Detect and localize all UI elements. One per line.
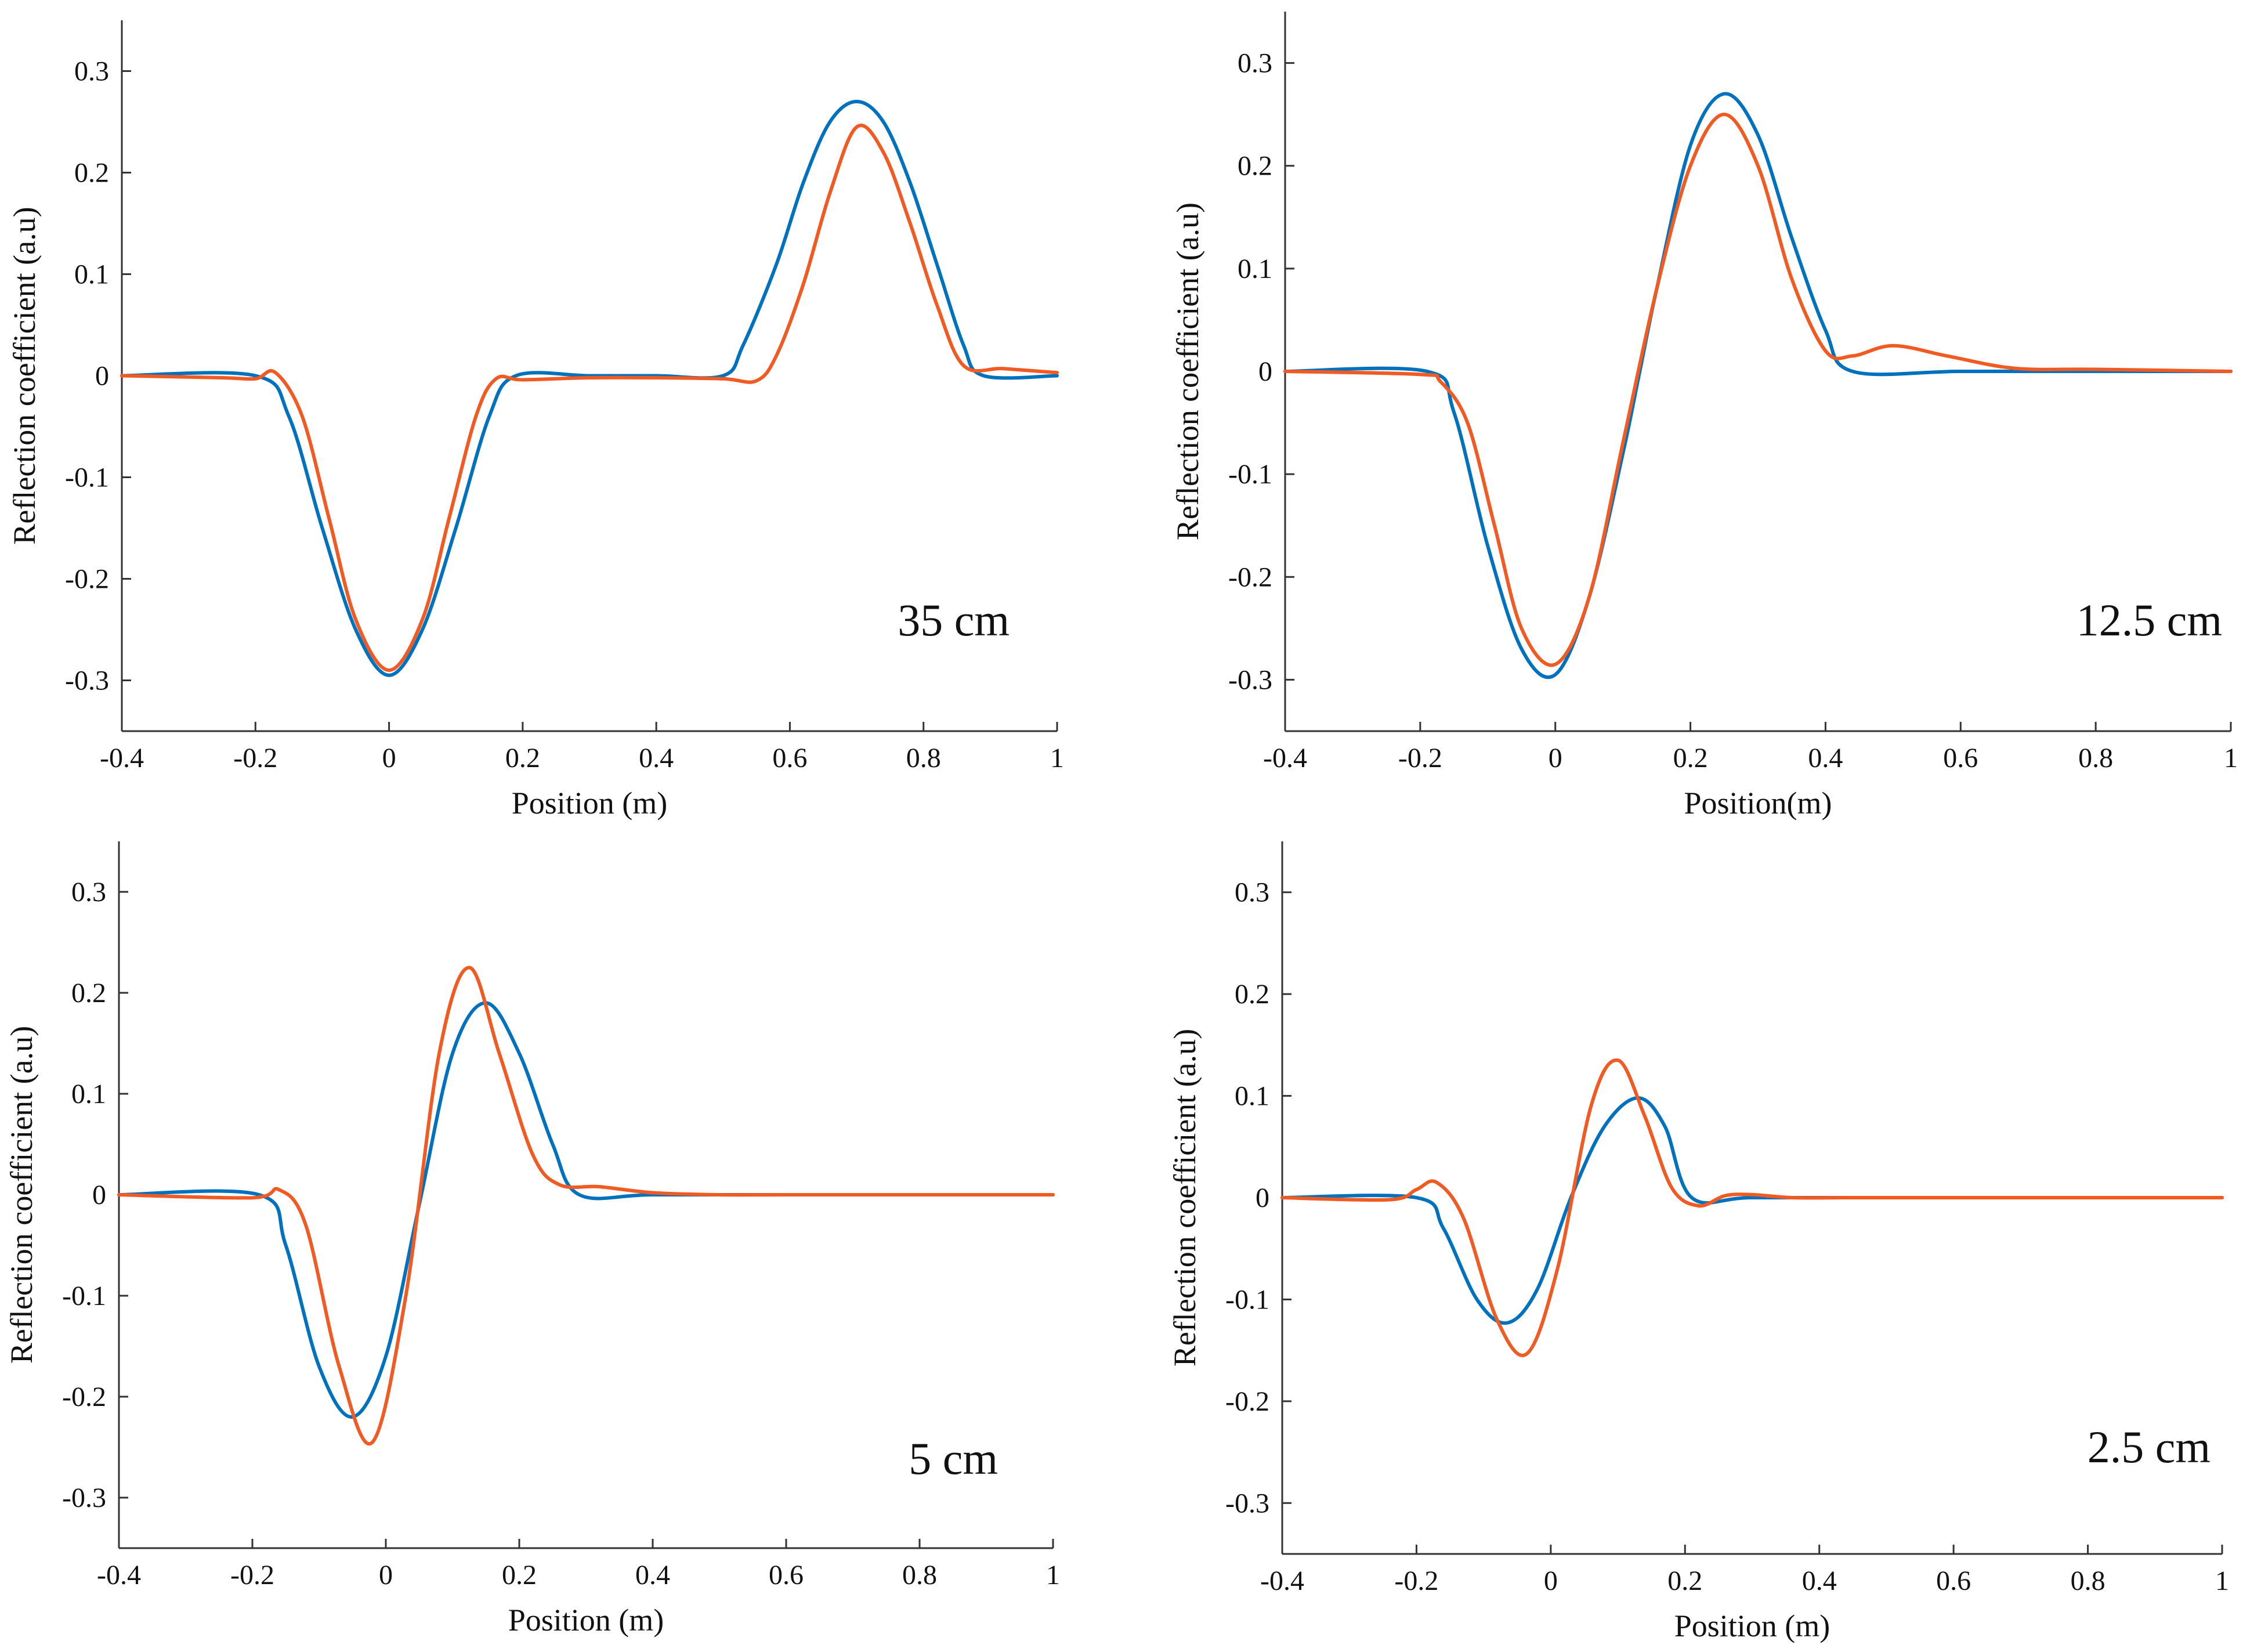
chart-panel-1: -0.4 -0.2 0 0.2 0.4 0.6 0.8 1 -0.3 -0.2 -0.1 0 0.1 0.… [7, 20, 1064, 820]
y-tick-label: 0 [1256, 1183, 1269, 1213]
y-tick-label: 0.3 [71, 877, 106, 908]
x-tick-label: -0.2 [1398, 743, 1442, 773]
y-tick-label: -0.1 [1225, 1284, 1269, 1315]
series-orange-line [1283, 113, 2233, 667]
y-tick-label: -0.3 [1225, 1488, 1269, 1519]
series-orange-line [120, 124, 1059, 672]
y-tick-label: -0.2 [62, 1382, 106, 1412]
series-blue-line [120, 100, 1059, 677]
series-blue-line [1280, 1096, 2224, 1325]
y-tick-label: 0 [92, 1180, 106, 1210]
y-tick-label: 0.3 [1238, 48, 1272, 79]
y-tick-label: 0.2 [71, 978, 106, 1008]
x-tick-label: -0.2 [233, 743, 277, 773]
x-tick-label: 0.8 [902, 1560, 937, 1590]
y-axis-label: Reflection coefficient (a.u) [4, 1026, 39, 1364]
y-tick-label: -0.2 [1225, 1386, 1269, 1417]
x-tick-label: -0.4 [1263, 743, 1307, 773]
x-tick-label: 0.6 [772, 743, 807, 773]
y-tick-label: -0.3 [65, 666, 109, 696]
x-tick-label: 0.4 [1808, 743, 1843, 773]
x-tick-label: 0 [1544, 1566, 1558, 1596]
x-axis-label: Position(m) [1684, 786, 1832, 820]
x-tick-label: 0.2 [505, 743, 540, 773]
y-tick-label: 0.3 [74, 56, 109, 87]
x-tick-label: 0 [379, 1560, 393, 1590]
x-tick-label: -0.2 [230, 1560, 274, 1590]
y-tick-label: 0.2 [1238, 151, 1272, 182]
y-tick-label: 0.2 [74, 158, 109, 189]
x-tick-label: -0.4 [97, 1560, 141, 1590]
x-tick-label: 0.6 [1943, 743, 1978, 773]
y-tick-label: -0.1 [65, 462, 109, 493]
x-tick-label: 1 [2215, 1566, 2229, 1596]
y-tick-label: 0.1 [71, 1079, 106, 1109]
y-tick-label: 0.2 [1235, 979, 1269, 1010]
y-tick-label: 0.1 [74, 259, 109, 290]
x-tick-label: -0.4 [1260, 1566, 1304, 1596]
y-tick-label: -0.3 [62, 1483, 106, 1513]
y-tick-label: -0.2 [1228, 562, 1272, 592]
x-tick-label: 0.6 [769, 1560, 804, 1590]
y-tick-label: -0.2 [65, 564, 109, 595]
x-tick-label: 0.8 [2078, 743, 2113, 773]
y-tick-label: -0.1 [62, 1281, 106, 1311]
series-blue-line [1283, 92, 2233, 679]
y-axis-label: Reflection coefficient (a.u) [7, 207, 42, 544]
y-tick-label: 0 [1258, 356, 1272, 387]
panel-annotation: 2.5 cm [2088, 1422, 2211, 1472]
series-orange-line [117, 966, 1055, 1446]
x-tick-label: 1 [1050, 743, 1064, 773]
x-tick-label: 0.4 [1802, 1566, 1837, 1596]
x-axis-label: Position (m) [512, 786, 668, 820]
y-tick-label: -0.3 [1228, 664, 1272, 695]
y-axis-label: Reflection coefficient (a.u) [1167, 1029, 1202, 1367]
chart-panel-3: -0.4 -0.2 0 0.2 0.4 0.6 0.8 1 -0.3 -0.2 -0.1 0 0.1 0.… [4, 841, 1060, 1637]
y-tick-label: 0 [95, 361, 109, 392]
x-tick-label: 0.4 [635, 1560, 670, 1590]
x-tick-label: -0.2 [1394, 1566, 1438, 1596]
y-tick-label: -0.1 [1228, 459, 1272, 490]
x-tick-label: 0.2 [1673, 743, 1708, 773]
x-tick-label: 0.8 [906, 743, 941, 773]
x-axis-label: Position (m) [508, 1603, 664, 1637]
x-tick-label: 0 [1549, 743, 1562, 773]
x-tick-label: 0.6 [1936, 1566, 1971, 1596]
x-tick-label: 1 [1046, 1560, 1060, 1590]
panel-annotation: 35 cm [898, 595, 1010, 645]
x-tick-label: 0.2 [502, 1560, 537, 1590]
panel-annotation: 5 cm [909, 1433, 998, 1484]
y-tick-label: 0.1 [1235, 1081, 1269, 1112]
y-tick-label: 0.3 [1235, 877, 1269, 908]
chart-panel-4: -0.4 -0.2 0 0.2 0.4 0.6 0.8 1 -0.3 -0.2 -0.1 0 0.1 0.… [1167, 841, 2229, 1643]
series-blue-line [117, 1001, 1055, 1419]
x-axis-label: Position (m) [1674, 1608, 1830, 1643]
x-tick-label: 0.4 [639, 743, 674, 773]
y-axis-label: Reflection coefficient (a.u) [1170, 203, 1205, 540]
x-tick-label: 0.8 [2071, 1566, 2105, 1596]
x-tick-label: 0 [382, 743, 396, 773]
panel-annotation: 12.5 cm [2076, 595, 2222, 645]
y-tick-label: 0.1 [1238, 254, 1272, 284]
chart-panel-2: -0.4 -0.2 0 0.2 0.4 0.6 0.8 1 -0.3 -0.2 -0.1 0 0.1 0.… [1170, 12, 2238, 820]
series-orange-line [1280, 1058, 2224, 1357]
x-tick-label: -0.4 [100, 743, 144, 773]
x-tick-label: 1 [2224, 743, 2238, 773]
x-tick-label: 0.2 [1667, 1566, 1702, 1596]
